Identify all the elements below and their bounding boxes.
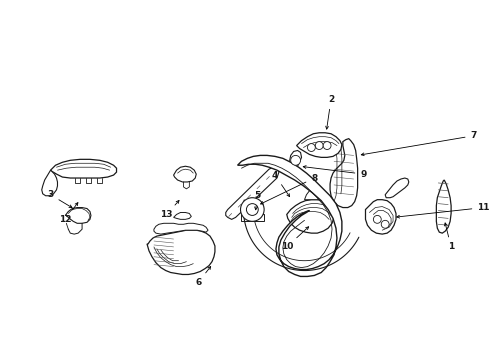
Polygon shape <box>290 150 301 174</box>
Text: 12: 12 <box>59 203 78 224</box>
Polygon shape <box>330 139 358 208</box>
Polygon shape <box>385 178 409 198</box>
Text: 7: 7 <box>361 131 477 156</box>
Polygon shape <box>241 215 264 221</box>
Text: 3: 3 <box>48 190 72 208</box>
Polygon shape <box>366 200 396 234</box>
Text: 6: 6 <box>195 266 211 287</box>
Polygon shape <box>437 180 451 233</box>
Polygon shape <box>304 189 319 200</box>
Text: 10: 10 <box>281 227 309 251</box>
Polygon shape <box>42 170 57 196</box>
Text: 2: 2 <box>326 95 334 129</box>
Text: 9: 9 <box>303 166 367 179</box>
Text: 1: 1 <box>444 223 454 251</box>
Text: 13: 13 <box>160 201 179 219</box>
Text: 4: 4 <box>272 171 290 197</box>
Polygon shape <box>238 156 342 276</box>
Polygon shape <box>226 167 279 219</box>
Polygon shape <box>65 208 91 223</box>
Circle shape <box>381 220 389 228</box>
Polygon shape <box>173 212 191 219</box>
Circle shape <box>373 215 381 223</box>
Text: 5: 5 <box>254 191 260 210</box>
Circle shape <box>246 204 258 215</box>
Polygon shape <box>287 200 334 233</box>
Circle shape <box>307 144 315 152</box>
Polygon shape <box>296 133 342 157</box>
Polygon shape <box>173 166 196 182</box>
Text: 11: 11 <box>397 203 490 218</box>
Polygon shape <box>147 230 215 274</box>
Circle shape <box>315 141 323 149</box>
Circle shape <box>323 141 331 149</box>
Polygon shape <box>154 223 208 234</box>
Circle shape <box>241 198 264 221</box>
Text: 8: 8 <box>261 174 318 204</box>
Circle shape <box>291 156 300 165</box>
Polygon shape <box>50 159 117 178</box>
